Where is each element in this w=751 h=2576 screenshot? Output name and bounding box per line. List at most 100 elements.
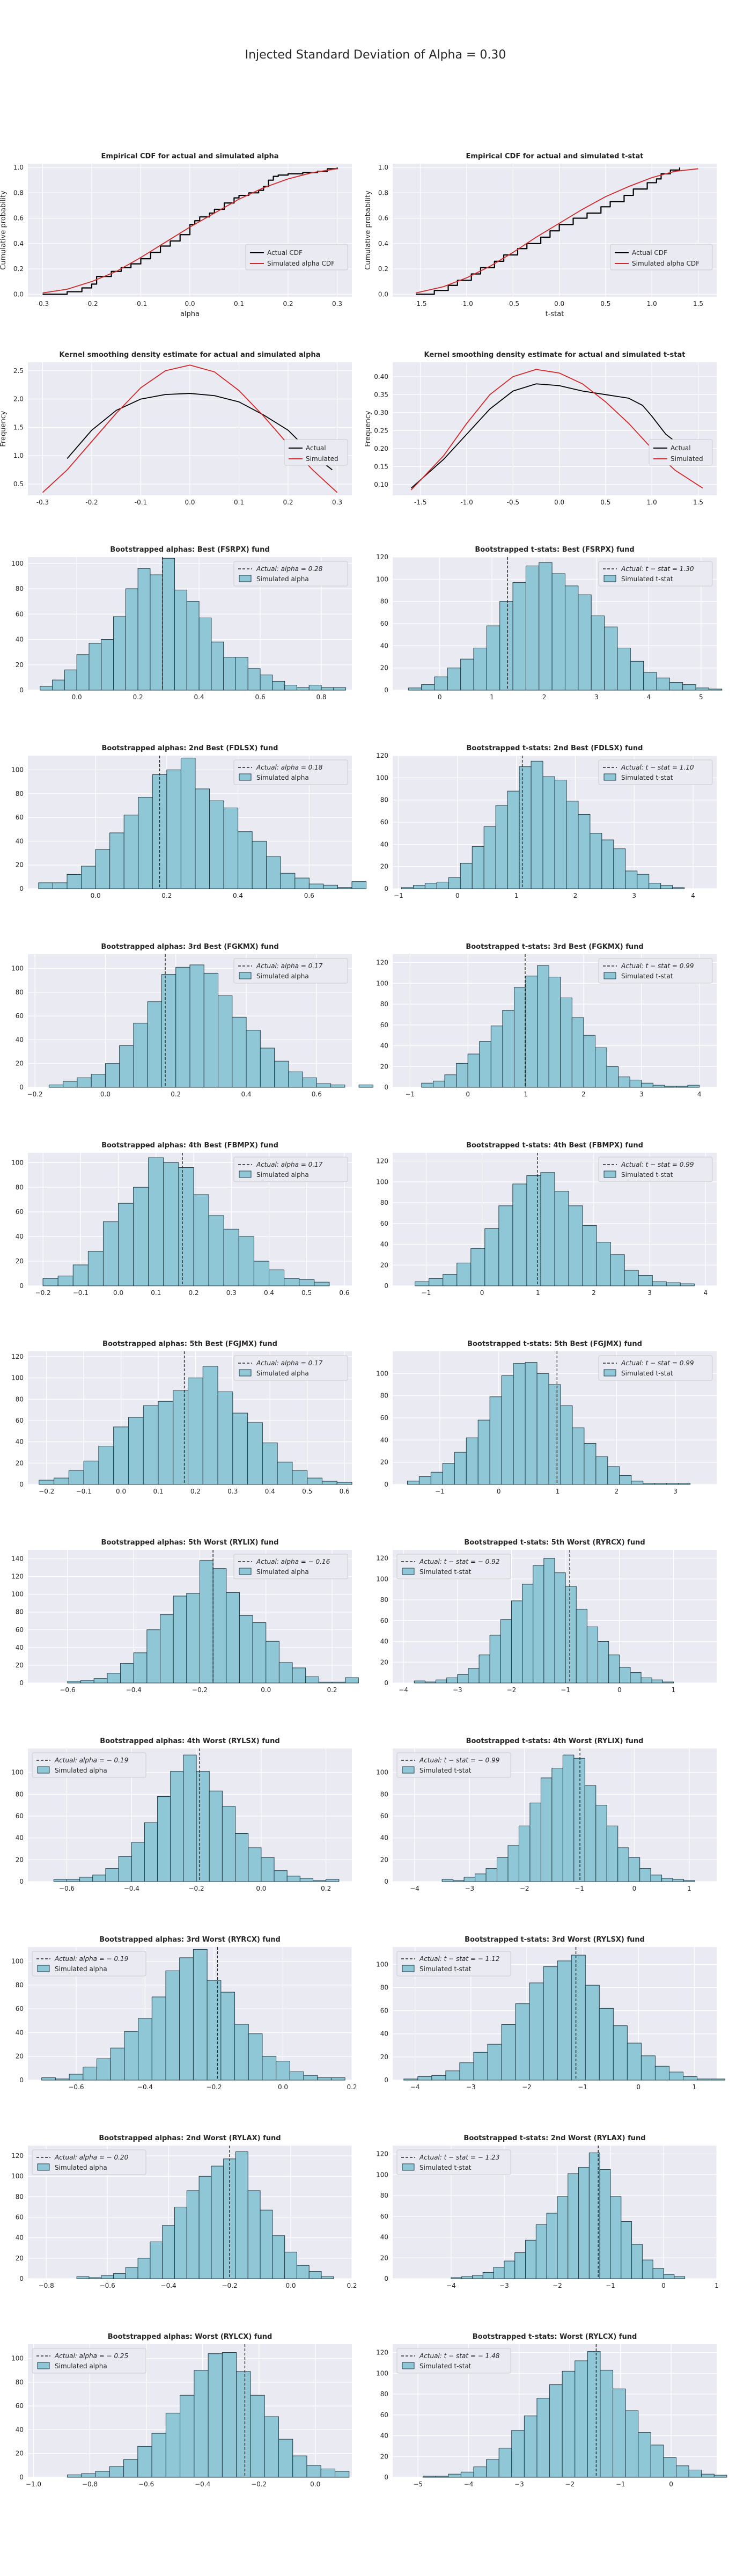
- histogram-bar: [83, 2067, 98, 2081]
- histogram-bar: [613, 2388, 626, 2478]
- chart-title: Empirical CDF for actual and simulated a…: [101, 152, 279, 160]
- histogram-bar: [92, 1875, 106, 1882]
- legend-simulated-swatch: [239, 1170, 252, 1178]
- histogram-bar: [519, 766, 532, 889]
- histogram-bar: [150, 2241, 163, 2279]
- histogram-bar: [511, 2430, 525, 2478]
- histogram-bar: [560, 1405, 573, 1485]
- y-tick-label: 0.8: [13, 189, 24, 196]
- y-tick-label: 100: [11, 1374, 24, 1382]
- histogram-bar: [583, 1035, 596, 1088]
- x-tick-label: −4: [399, 1686, 408, 1694]
- y-tick-label: 100: [376, 774, 388, 781]
- chart-6: Bootstrapped t-stats: Best (FSRPX) fund 0…: [376, 546, 723, 701]
- histogram-bar: [95, 849, 111, 889]
- chart-11: Bootstrapped alphas: 4th Best (FBMPX) fu…: [11, 1141, 352, 1297]
- histogram-bar: [133, 1652, 148, 1684]
- histogram-bar: [211, 2165, 224, 2279]
- y-tick-label: 0.2: [13, 265, 24, 273]
- histogram-bar: [133, 1187, 149, 1286]
- histogram-bar: [562, 1754, 575, 1882]
- y-tick-label: 100: [11, 1159, 24, 1166]
- x-tick-label: −0.2: [39, 1488, 54, 1495]
- y-tick-label: 80: [16, 2193, 24, 2200]
- histogram-bar: [421, 1082, 434, 1088]
- histogram-bar: [38, 882, 53, 889]
- legend-simulated-label: Simulated alpha: [256, 1171, 309, 1179]
- x-tick-label: −0.6: [68, 2083, 84, 2091]
- histogram-bar: [296, 687, 310, 691]
- histogram-bar: [109, 832, 124, 889]
- histogram-bar: [606, 1825, 619, 1882]
- histogram-bar: [351, 881, 367, 889]
- y-tick-label: 0: [384, 1679, 388, 1687]
- histogram-bar: [193, 1949, 208, 2081]
- legend-simulated-label: Simulated t-stat: [419, 1965, 472, 1973]
- histogram-bar: [424, 883, 437, 889]
- x-tick-label: −4: [410, 1885, 419, 1892]
- plot-area: [393, 164, 717, 297]
- y-tick-label: 0: [19, 2076, 24, 2084]
- histogram-bar: [299, 1279, 315, 1286]
- histogram-bar: [595, 1805, 607, 1882]
- histogram-bar: [641, 1082, 653, 1088]
- histogram-bar: [591, 616, 605, 691]
- x-tick-label: −3: [499, 2282, 509, 2289]
- chart-14: Bootstrapped t-stats: 5th Best (FGJMX) f…: [376, 1340, 717, 1495]
- histogram-bar: [313, 1880, 327, 1882]
- histogram-bar: [180, 757, 196, 889]
- histogram-bar: [638, 1275, 653, 1286]
- y-tick-label: 0: [19, 2473, 24, 2481]
- histogram-bar: [500, 1619, 512, 1684]
- y-tick-label: 120: [376, 2349, 388, 2357]
- x-tick-label: 0.3: [226, 1289, 237, 1297]
- y-tick-label: 40: [380, 2432, 388, 2440]
- histogram-bar: [162, 2225, 175, 2279]
- x-tick-label: -0.5: [507, 499, 519, 506]
- legend-box: [32, 2149, 146, 2175]
- histogram-bar: [274, 1060, 289, 1088]
- chart-title: Bootstrapped alphas: 4th Best (FBMPX) fu…: [101, 1141, 278, 1150]
- histogram-bar: [199, 1560, 213, 1684]
- histogram-bar: [543, 1966, 558, 2081]
- y-tick-label: 60: [16, 610, 24, 618]
- histogram-bar: [443, 1274, 458, 1286]
- histogram-bar: [260, 675, 273, 691]
- y-tick-label: 120: [376, 752, 388, 759]
- histogram-bar: [548, 1384, 561, 1485]
- x-tick-label: 0: [455, 892, 460, 899]
- y-tick-label: 20: [380, 1658, 388, 1666]
- histogram-bar: [209, 800, 224, 889]
- histogram-bar: [610, 2196, 622, 2279]
- y-tick-label: 80: [16, 1608, 24, 1616]
- histogram-bar: [683, 2076, 698, 2081]
- x-tick-label: −0.2: [192, 1686, 208, 1694]
- histogram-bar: [551, 1768, 563, 1882]
- legend-simulated-label: Simulated t-stat: [419, 1767, 472, 1774]
- x-tick-label: 3: [632, 892, 636, 899]
- y-tick-label: 80: [380, 1000, 388, 1008]
- x-tick-label: −3: [465, 1885, 474, 1892]
- legend-label: Actual: [671, 444, 691, 452]
- legend-simulated-label: Simulated t-stat: [621, 774, 673, 781]
- x-tick-label: −0.4: [137, 2083, 153, 2091]
- histogram-bar: [549, 2384, 563, 2478]
- legend-simulated-label: Simulated t-stat: [419, 2362, 472, 2370]
- y-tick-label: 20: [16, 2255, 24, 2262]
- legend-simulated-label: Simulated alpha: [256, 1568, 309, 1576]
- x-tick-label: 0: [466, 1091, 470, 1098]
- y-tick-label: 0: [19, 2275, 24, 2282]
- histogram-bar: [599, 2008, 614, 2081]
- histogram-bar: [504, 2260, 516, 2279]
- legend-box: [598, 958, 713, 984]
- y-tick-label: 40: [16, 2029, 24, 2036]
- x-tick-label: -0.3: [36, 499, 49, 506]
- histogram-bar: [107, 1673, 121, 1684]
- x-tick-label: 0.2: [321, 1885, 331, 1892]
- histogram-bar: [453, 1880, 465, 1882]
- histogram-bar: [235, 1833, 249, 1882]
- y-tick-label: 0.20: [374, 445, 388, 452]
- x-tick-label: −2: [522, 2083, 532, 2091]
- chart-19: Bootstrapped alphas: 3rd Worst (RYRCX) f…: [11, 1936, 357, 2091]
- chart-title: Bootstrapped t-stats: Worst (RYLCX) fund: [473, 2333, 637, 2341]
